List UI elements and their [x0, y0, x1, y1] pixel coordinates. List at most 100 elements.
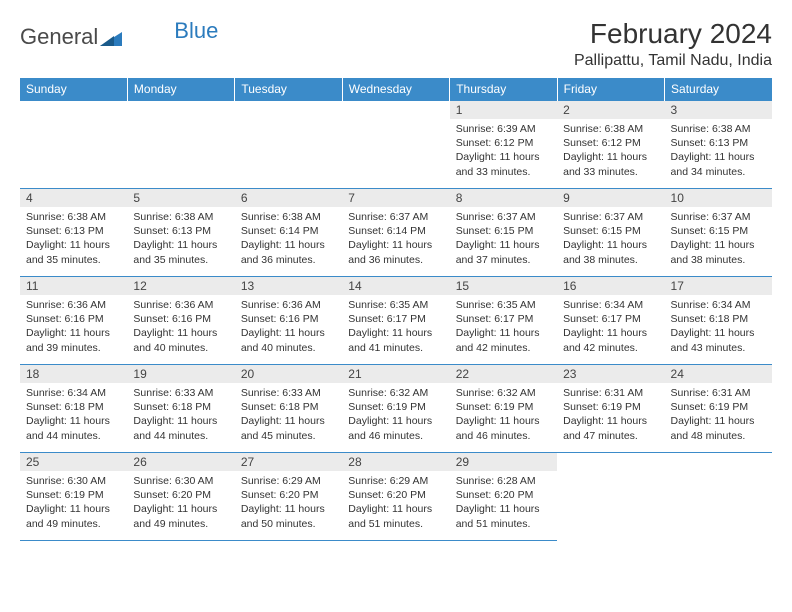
- day-cell: 27Sunrise: 6:29 AMSunset: 6:20 PMDayligh…: [235, 453, 342, 541]
- day-number: 16: [557, 277, 664, 295]
- header: General Blue February 2024 Pallipattu, T…: [20, 18, 772, 70]
- day-cell: 15Sunrise: 6:35 AMSunset: 6:17 PMDayligh…: [450, 277, 557, 365]
- day-cell: [557, 453, 664, 541]
- day-number: 25: [20, 453, 127, 471]
- day-details: Sunrise: 6:28 AMSunset: 6:20 PMDaylight:…: [450, 471, 557, 534]
- week-row: 1Sunrise: 6:39 AMSunset: 6:12 PMDaylight…: [20, 101, 772, 189]
- week-row: 25Sunrise: 6:30 AMSunset: 6:19 PMDayligh…: [20, 453, 772, 541]
- day-cell: 25Sunrise: 6:30 AMSunset: 6:19 PMDayligh…: [20, 453, 127, 541]
- day-cell: 16Sunrise: 6:34 AMSunset: 6:17 PMDayligh…: [557, 277, 664, 365]
- day-details: Sunrise: 6:39 AMSunset: 6:12 PMDaylight:…: [450, 119, 557, 182]
- day-number: 11: [20, 277, 127, 295]
- day-number: 2: [557, 101, 664, 119]
- day-cell: 28Sunrise: 6:29 AMSunset: 6:20 PMDayligh…: [342, 453, 449, 541]
- day-number: 24: [665, 365, 772, 383]
- day-details: Sunrise: 6:37 AMSunset: 6:14 PMDaylight:…: [342, 207, 449, 270]
- location-subtitle: Pallipattu, Tamil Nadu, India: [574, 52, 772, 70]
- day-details: Sunrise: 6:36 AMSunset: 6:16 PMDaylight:…: [235, 295, 342, 358]
- day-details: Sunrise: 6:38 AMSunset: 6:13 PMDaylight:…: [665, 119, 772, 182]
- day-number: 4: [20, 189, 127, 207]
- day-cell: 3Sunrise: 6:38 AMSunset: 6:13 PMDaylight…: [665, 101, 772, 189]
- day-details: Sunrise: 6:32 AMSunset: 6:19 PMDaylight:…: [342, 383, 449, 446]
- day-number: 3: [665, 101, 772, 119]
- day-cell: 29Sunrise: 6:28 AMSunset: 6:20 PMDayligh…: [450, 453, 557, 541]
- day-number: 26: [127, 453, 234, 471]
- day-cell: 20Sunrise: 6:33 AMSunset: 6:18 PMDayligh…: [235, 365, 342, 453]
- day-number: 13: [235, 277, 342, 295]
- day-number: 22: [450, 365, 557, 383]
- day-number: 14: [342, 277, 449, 295]
- day-number: 19: [127, 365, 234, 383]
- day-details: Sunrise: 6:35 AMSunset: 6:17 PMDaylight:…: [450, 295, 557, 358]
- day-cell: [665, 453, 772, 541]
- day-details: Sunrise: 6:30 AMSunset: 6:20 PMDaylight:…: [127, 471, 234, 534]
- day-cell: 9Sunrise: 6:37 AMSunset: 6:15 PMDaylight…: [557, 189, 664, 277]
- calendar-table: SundayMondayTuesdayWednesdayThursdayFrid…: [20, 78, 772, 541]
- day-cell: 2Sunrise: 6:38 AMSunset: 6:12 PMDaylight…: [557, 101, 664, 189]
- day-details: Sunrise: 6:34 AMSunset: 6:18 PMDaylight:…: [665, 295, 772, 358]
- weekday-header: Sunday: [20, 78, 127, 101]
- day-cell: 14Sunrise: 6:35 AMSunset: 6:17 PMDayligh…: [342, 277, 449, 365]
- day-cell: 19Sunrise: 6:33 AMSunset: 6:18 PMDayligh…: [127, 365, 234, 453]
- day-cell: [127, 101, 234, 189]
- day-cell: [20, 101, 127, 189]
- day-number: 28: [342, 453, 449, 471]
- day-cell: 26Sunrise: 6:30 AMSunset: 6:20 PMDayligh…: [127, 453, 234, 541]
- day-details: Sunrise: 6:36 AMSunset: 6:16 PMDaylight:…: [20, 295, 127, 358]
- day-cell: 5Sunrise: 6:38 AMSunset: 6:13 PMDaylight…: [127, 189, 234, 277]
- day-cell: [342, 101, 449, 189]
- day-cell: 24Sunrise: 6:31 AMSunset: 6:19 PMDayligh…: [665, 365, 772, 453]
- title-block: February 2024 Pallipattu, Tamil Nadu, In…: [574, 18, 772, 70]
- weekday-header: Friday: [557, 78, 664, 101]
- day-details: Sunrise: 6:35 AMSunset: 6:17 PMDaylight:…: [342, 295, 449, 358]
- day-details: Sunrise: 6:29 AMSunset: 6:20 PMDaylight:…: [235, 471, 342, 534]
- week-row: 4Sunrise: 6:38 AMSunset: 6:13 PMDaylight…: [20, 189, 772, 277]
- day-cell: 1Sunrise: 6:39 AMSunset: 6:12 PMDaylight…: [450, 101, 557, 189]
- day-cell: 12Sunrise: 6:36 AMSunset: 6:16 PMDayligh…: [127, 277, 234, 365]
- day-cell: 11Sunrise: 6:36 AMSunset: 6:16 PMDayligh…: [20, 277, 127, 365]
- day-details: Sunrise: 6:38 AMSunset: 6:14 PMDaylight:…: [235, 207, 342, 270]
- day-cell: 18Sunrise: 6:34 AMSunset: 6:18 PMDayligh…: [20, 365, 127, 453]
- day-number: 5: [127, 189, 234, 207]
- day-cell: 17Sunrise: 6:34 AMSunset: 6:18 PMDayligh…: [665, 277, 772, 365]
- weekday-header: Wednesday: [342, 78, 449, 101]
- day-details: Sunrise: 6:33 AMSunset: 6:18 PMDaylight:…: [235, 383, 342, 446]
- day-details: Sunrise: 6:30 AMSunset: 6:19 PMDaylight:…: [20, 471, 127, 534]
- day-cell: 8Sunrise: 6:37 AMSunset: 6:15 PMDaylight…: [450, 189, 557, 277]
- day-details: Sunrise: 6:36 AMSunset: 6:16 PMDaylight:…: [127, 295, 234, 358]
- week-row: 18Sunrise: 6:34 AMSunset: 6:18 PMDayligh…: [20, 365, 772, 453]
- day-number: 17: [665, 277, 772, 295]
- weekday-header-row: SundayMondayTuesdayWednesdayThursdayFrid…: [20, 78, 772, 101]
- day-number: 18: [20, 365, 127, 383]
- day-details: Sunrise: 6:38 AMSunset: 6:13 PMDaylight:…: [127, 207, 234, 270]
- week-row: 11Sunrise: 6:36 AMSunset: 6:16 PMDayligh…: [20, 277, 772, 365]
- day-number: 6: [235, 189, 342, 207]
- day-details: Sunrise: 6:31 AMSunset: 6:19 PMDaylight:…: [665, 383, 772, 446]
- day-details: Sunrise: 6:33 AMSunset: 6:18 PMDaylight:…: [127, 383, 234, 446]
- day-cell: [235, 101, 342, 189]
- day-number: 9: [557, 189, 664, 207]
- weekday-header: Saturday: [665, 78, 772, 101]
- day-cell: 10Sunrise: 6:37 AMSunset: 6:15 PMDayligh…: [665, 189, 772, 277]
- day-cell: 13Sunrise: 6:36 AMSunset: 6:16 PMDayligh…: [235, 277, 342, 365]
- logo-text-general: General: [20, 24, 98, 50]
- day-cell: 7Sunrise: 6:37 AMSunset: 6:14 PMDaylight…: [342, 189, 449, 277]
- day-cell: 23Sunrise: 6:31 AMSunset: 6:19 PMDayligh…: [557, 365, 664, 453]
- day-details: Sunrise: 6:34 AMSunset: 6:17 PMDaylight:…: [557, 295, 664, 358]
- logo: General Blue: [20, 24, 218, 50]
- day-details: Sunrise: 6:37 AMSunset: 6:15 PMDaylight:…: [665, 207, 772, 270]
- day-details: Sunrise: 6:32 AMSunset: 6:19 PMDaylight:…: [450, 383, 557, 446]
- day-number: 29: [450, 453, 557, 471]
- day-cell: 6Sunrise: 6:38 AMSunset: 6:14 PMDaylight…: [235, 189, 342, 277]
- day-cell: 22Sunrise: 6:32 AMSunset: 6:19 PMDayligh…: [450, 365, 557, 453]
- day-number: 21: [342, 365, 449, 383]
- day-details: Sunrise: 6:37 AMSunset: 6:15 PMDaylight:…: [557, 207, 664, 270]
- day-details: Sunrise: 6:37 AMSunset: 6:15 PMDaylight:…: [450, 207, 557, 270]
- day-number: 23: [557, 365, 664, 383]
- day-number: 12: [127, 277, 234, 295]
- weekday-header: Tuesday: [235, 78, 342, 101]
- day-number: 20: [235, 365, 342, 383]
- day-cell: 21Sunrise: 6:32 AMSunset: 6:19 PMDayligh…: [342, 365, 449, 453]
- page-title: February 2024: [574, 18, 772, 50]
- weekday-header: Monday: [127, 78, 234, 101]
